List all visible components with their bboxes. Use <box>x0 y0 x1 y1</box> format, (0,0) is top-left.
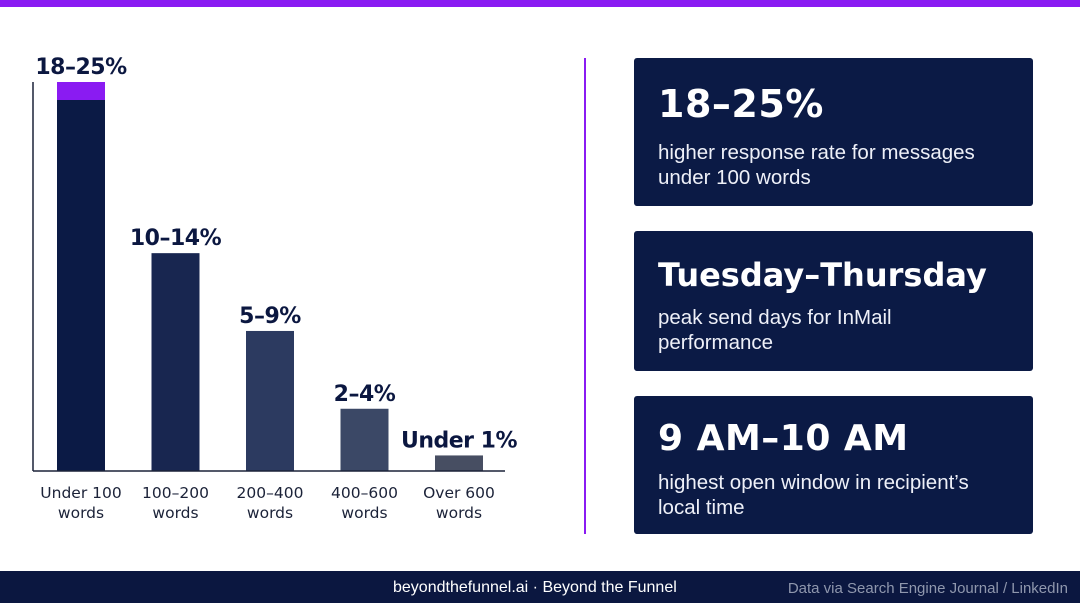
bar-value-label: 18–25% <box>35 55 127 80</box>
footer-source: Data via Search Engine Journal / LinkedI… <box>787 580 1068 597</box>
stat-description: highest open window in recipient’s local… <box>658 471 969 519</box>
footer-bar: beyondthefunnel.ai · Beyond the Funnel D… <box>0 571 1080 603</box>
bar-value-label: 2–4% <box>334 382 396 407</box>
bar-range-highlight <box>57 82 105 100</box>
category-label: Over 600 words <box>423 484 495 522</box>
category-label: 100–200 words <box>142 484 209 522</box>
bar <box>435 455 483 471</box>
category-label: 200–400 words <box>237 484 304 522</box>
bar <box>151 253 200 471</box>
bar-value-label: 5–9% <box>239 304 301 329</box>
bar-value-label: Under 1% <box>401 428 518 453</box>
stat-headline: 9 AM–10 AM <box>658 418 909 459</box>
stat-description: peak send days for InMail performance <box>658 306 892 354</box>
bar <box>246 330 294 471</box>
stat-card-response-rate: 18–25% higher response rate for messages… <box>634 58 1033 206</box>
bar <box>340 408 389 471</box>
stat-headline: Tuesday–Thursday <box>658 256 987 294</box>
vertical-divider <box>584 58 586 534</box>
category-label: Under 100 words <box>40 484 121 522</box>
bar-value-label: 10–14% <box>130 226 222 251</box>
bar-chart: 18–25% 10–14% 5–9% 2–4%Under 1% Under 100 wo… <box>32 55 518 522</box>
stat-card-open-window: 9 AM–10 AM highest open window in recipi… <box>634 396 1033 534</box>
bar <box>57 82 105 471</box>
stat-card-peak-days: Tuesday–Thursday peak send days for InMa… <box>634 231 1033 371</box>
stat-description: higher response rate for messages under … <box>658 141 975 189</box>
category-label: 400–600 words <box>331 484 398 522</box>
footer-brand: beyondthefunnel.ai · Beyond the Funnel <box>393 579 677 596</box>
bars-group <box>57 82 483 471</box>
top-accent-bar <box>0 0 1080 7</box>
category-labels-group: Under 100 words 100–200 words 200–400 words 40… <box>40 484 495 522</box>
value-labels-group: 18–25% 10–14% 5–9% 2–4%Under 1% <box>35 55 518 453</box>
stat-headline: 18–25% <box>658 82 824 126</box>
